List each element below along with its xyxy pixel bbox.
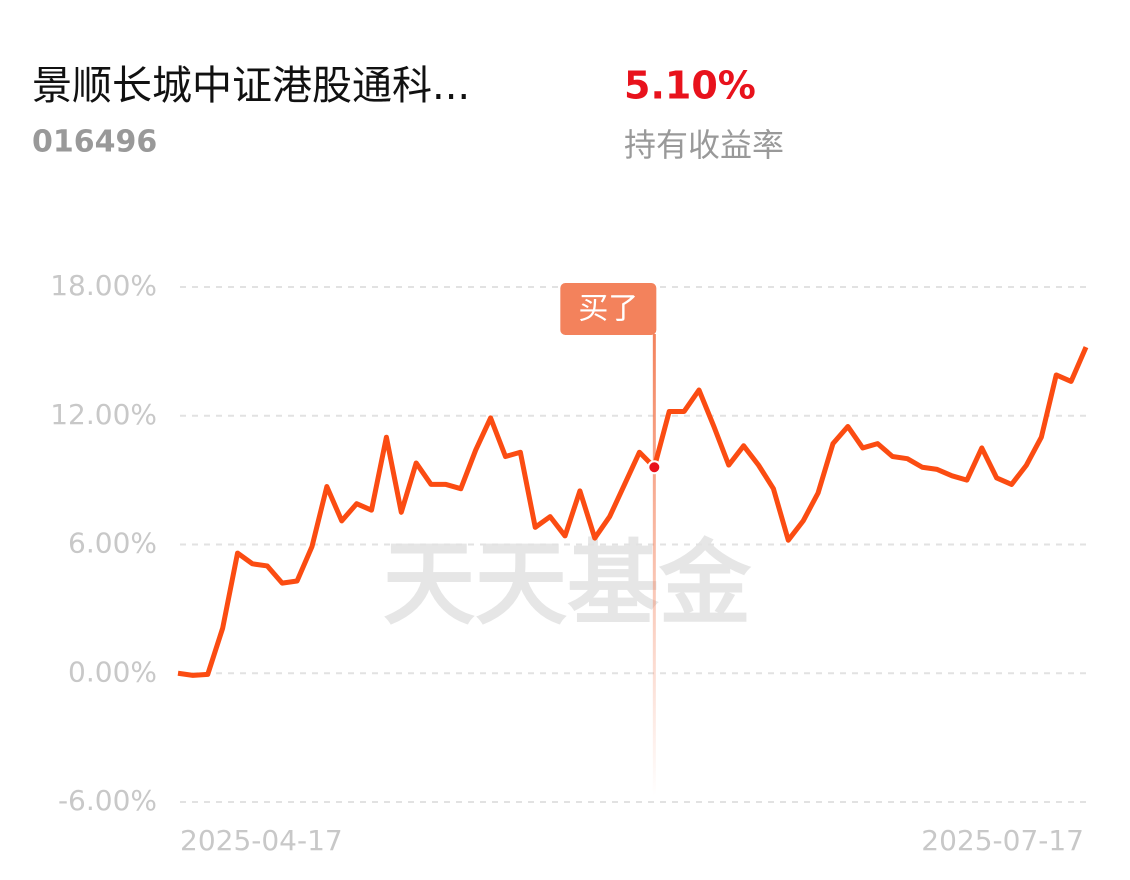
y-tick-label: 0.00% [68, 655, 157, 688]
y-tick-label: 12.00% [50, 398, 157, 431]
holding-return-label: 持有收益率 [624, 126, 784, 164]
buy-tag-text: 买了 [578, 292, 638, 327]
watermark: 天天基金 [383, 530, 752, 638]
buy-tag [560, 283, 657, 335]
y-tick-label: 18.00% [50, 269, 157, 302]
x-tick-label: 2025-07-17 [921, 824, 1084, 857]
x-tick-label: 2025-04-17 [180, 824, 343, 857]
y-tick-label: -6.00% [58, 784, 157, 817]
buy-line [652, 334, 656, 796]
line-series [177, 346, 1089, 678]
fund-code: 016496 [32, 125, 157, 160]
buy-point [647, 460, 662, 475]
fund-name: 景顺长城中证港股通科... [32, 63, 470, 109]
y-tick-label: 6.00% [68, 527, 157, 560]
holding-return: 5.10% [624, 64, 756, 108]
